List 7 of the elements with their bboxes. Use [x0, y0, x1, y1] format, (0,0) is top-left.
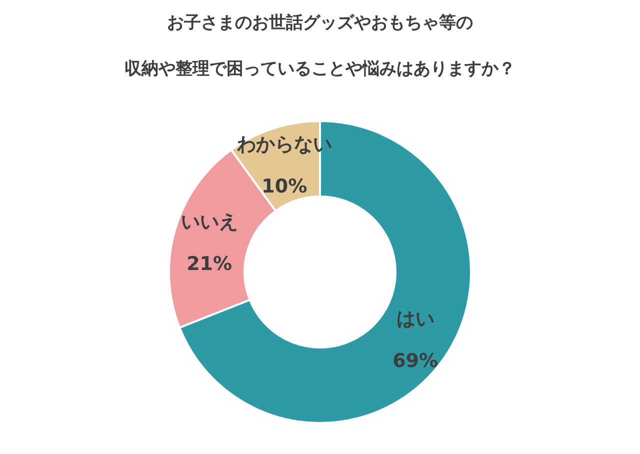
- chart-title: お子さまのお世話グッズやおもちゃ等の: [167, 13, 473, 33]
- data-label: 10%: [262, 175, 308, 198]
- slice-label: はい: [396, 308, 434, 330]
- data-label: 69%: [392, 350, 438, 372]
- data-label: 21%: [186, 252, 232, 275]
- slice-label: いいえ: [180, 210, 238, 233]
- chart-subtitle: 収納や整理で困っていることや悩みはありますか？: [124, 59, 516, 79]
